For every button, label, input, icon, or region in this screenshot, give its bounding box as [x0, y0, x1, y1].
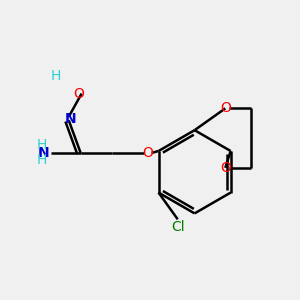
Text: O: O: [142, 146, 154, 160]
Text: H: H: [36, 153, 46, 167]
Text: N: N: [64, 112, 76, 126]
Text: O: O: [220, 161, 231, 175]
Text: O: O: [73, 86, 84, 100]
Text: Cl: Cl: [171, 220, 184, 234]
Text: H: H: [51, 69, 61, 83]
Text: O: O: [220, 101, 231, 116]
Text: N: N: [38, 146, 50, 160]
Text: H: H: [36, 138, 46, 152]
